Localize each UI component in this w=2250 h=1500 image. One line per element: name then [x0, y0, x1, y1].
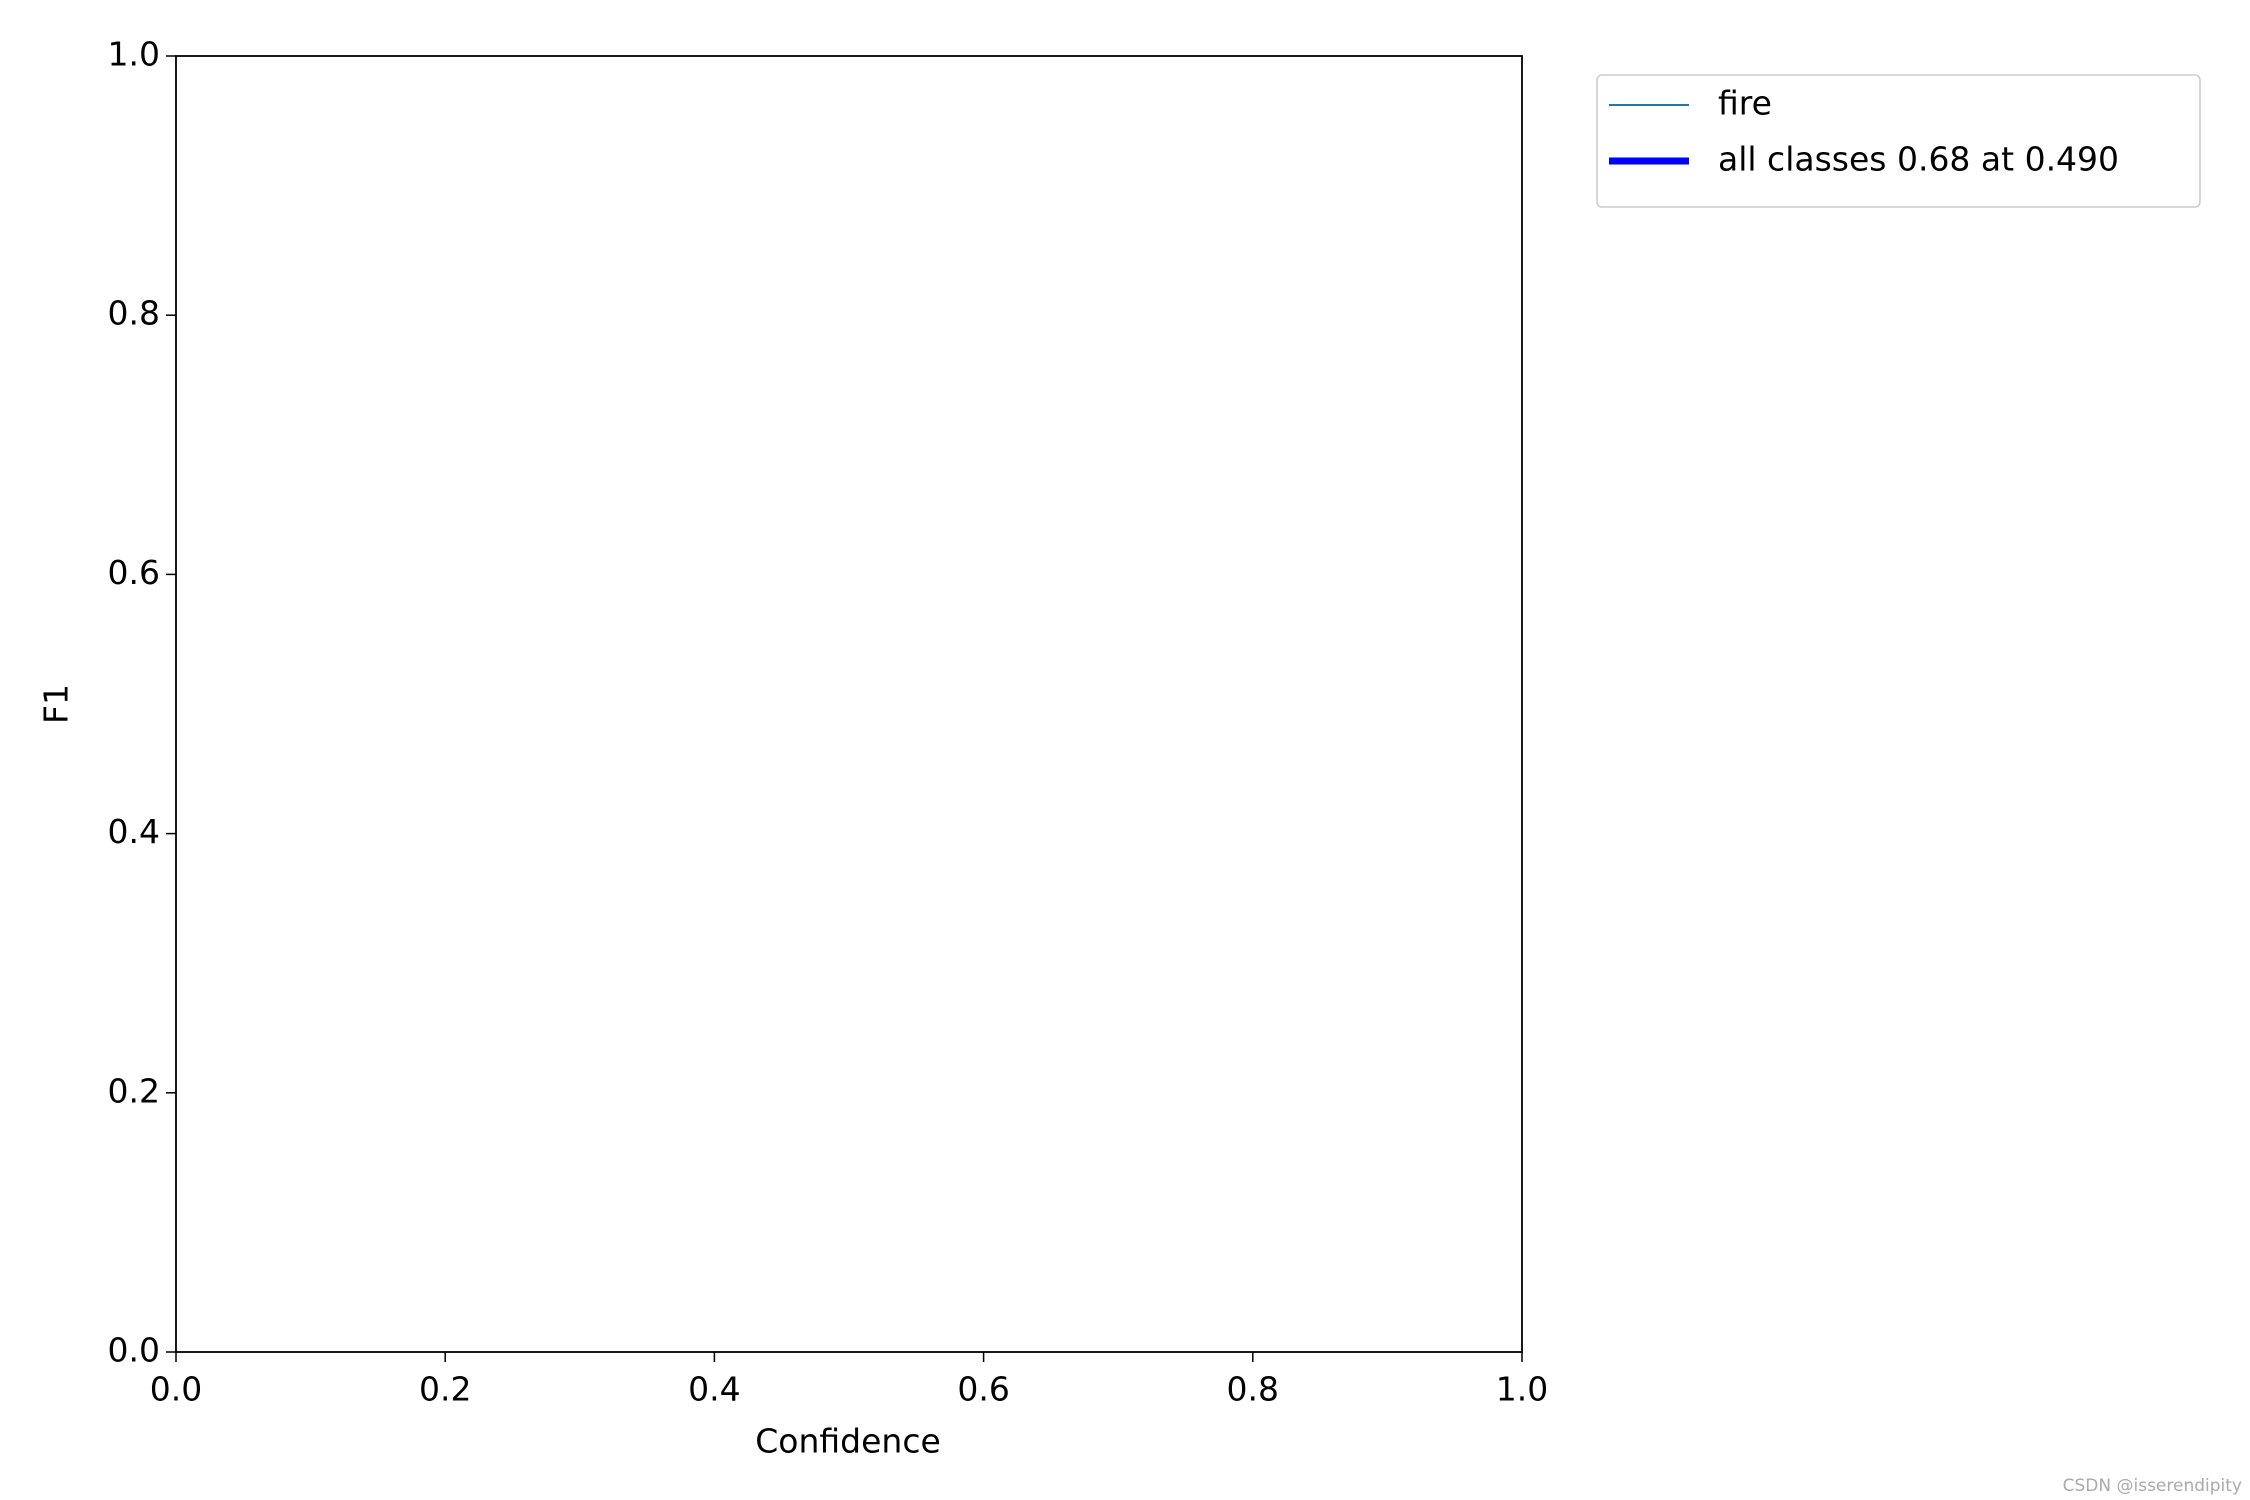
y-tick-label: 1.0 — [108, 35, 160, 74]
x-tick-label: 1.0 — [1496, 1370, 1548, 1409]
watermark: CSDN @isserendipity — [2063, 1476, 2242, 1496]
y-axis-label: F1 — [37, 684, 76, 724]
y-tick-label: 0.2 — [108, 1071, 160, 1110]
x-tick-label: 0.6 — [957, 1370, 1009, 1409]
x-tick-label: 0.2 — [419, 1370, 471, 1409]
legend-box — [1596, 74, 2201, 208]
y-tick-label: 0.6 — [108, 553, 160, 592]
x-axis-label: Confidence — [755, 1422, 941, 1461]
legend-label: all classes 0.68 at 0.490 — [1718, 140, 2119, 179]
x-tick-label: 0.8 — [1227, 1370, 1279, 1409]
legend-label: fire — [1718, 84, 1772, 123]
y-tick-label: 0.4 — [108, 812, 160, 851]
y-tick-label: 0.8 — [108, 294, 160, 333]
plot-frame — [175, 55, 1523, 1353]
y-tick-label: 0.0 — [108, 1331, 160, 1370]
x-tick-label: 0.4 — [688, 1370, 740, 1409]
x-tick-label: 0.0 — [150, 1370, 202, 1409]
